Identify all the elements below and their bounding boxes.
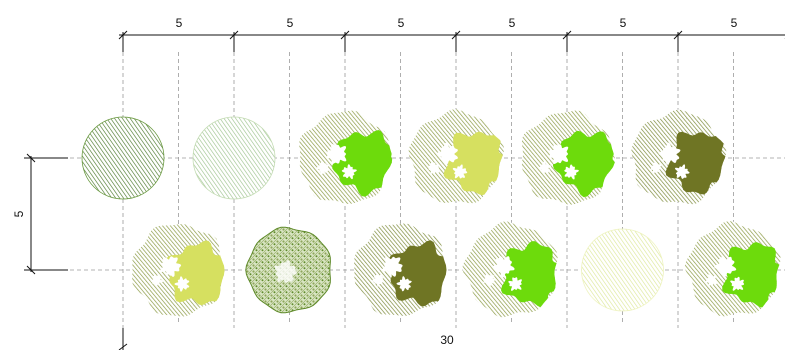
spacing-label: 5 bbox=[620, 16, 627, 30]
plant-symbols bbox=[81, 109, 781, 318]
plant-symbol bbox=[684, 221, 781, 317]
spacing-label: 5 bbox=[509, 16, 516, 30]
plant-canopy bbox=[581, 228, 664, 312]
plant-symbol bbox=[299, 110, 393, 205]
plant-highlight bbox=[500, 241, 558, 308]
plant-symbol bbox=[192, 116, 276, 200]
plant-highlight bbox=[389, 240, 447, 307]
spacing-label: 5 bbox=[731, 16, 738, 30]
dimension-tick bbox=[229, 30, 239, 40]
dimension-tick bbox=[673, 30, 683, 40]
plant-symbol bbox=[631, 109, 727, 205]
plant-symbol bbox=[581, 228, 664, 312]
plant-symbol bbox=[462, 221, 558, 318]
plant-symbol bbox=[132, 224, 225, 317]
dimension-tick bbox=[562, 30, 572, 40]
dimension-tick bbox=[118, 30, 128, 40]
dimension-lines bbox=[24, 30, 785, 350]
dimension-tick bbox=[26, 265, 36, 275]
plant-highlight bbox=[665, 131, 727, 195]
plant-highlight bbox=[722, 242, 781, 308]
total-length-label: 30 bbox=[440, 333, 454, 347]
spacing-label: 5 bbox=[287, 16, 294, 30]
plant-highlight bbox=[552, 130, 615, 198]
plant-symbol bbox=[354, 223, 447, 316]
plant-canopy bbox=[192, 116, 276, 200]
dimension-tick bbox=[26, 153, 36, 163]
dimension-tick bbox=[451, 30, 461, 40]
plant-symbol bbox=[408, 109, 505, 204]
plant-canopy bbox=[81, 116, 165, 200]
plant-symbol bbox=[245, 226, 331, 314]
dimension-tick bbox=[118, 343, 128, 350]
spacing-labels: 5 5 5 5 5 5 bbox=[176, 16, 738, 30]
dimension-tick bbox=[340, 30, 350, 40]
plant-highlight bbox=[332, 130, 393, 197]
plant-highlight bbox=[443, 131, 505, 196]
plant-symbol bbox=[521, 110, 615, 205]
row-spacing-label: 5 bbox=[12, 210, 26, 217]
plant-symbol bbox=[81, 116, 165, 200]
spacing-label: 5 bbox=[398, 16, 405, 30]
spacing-label: 5 bbox=[176, 16, 183, 30]
